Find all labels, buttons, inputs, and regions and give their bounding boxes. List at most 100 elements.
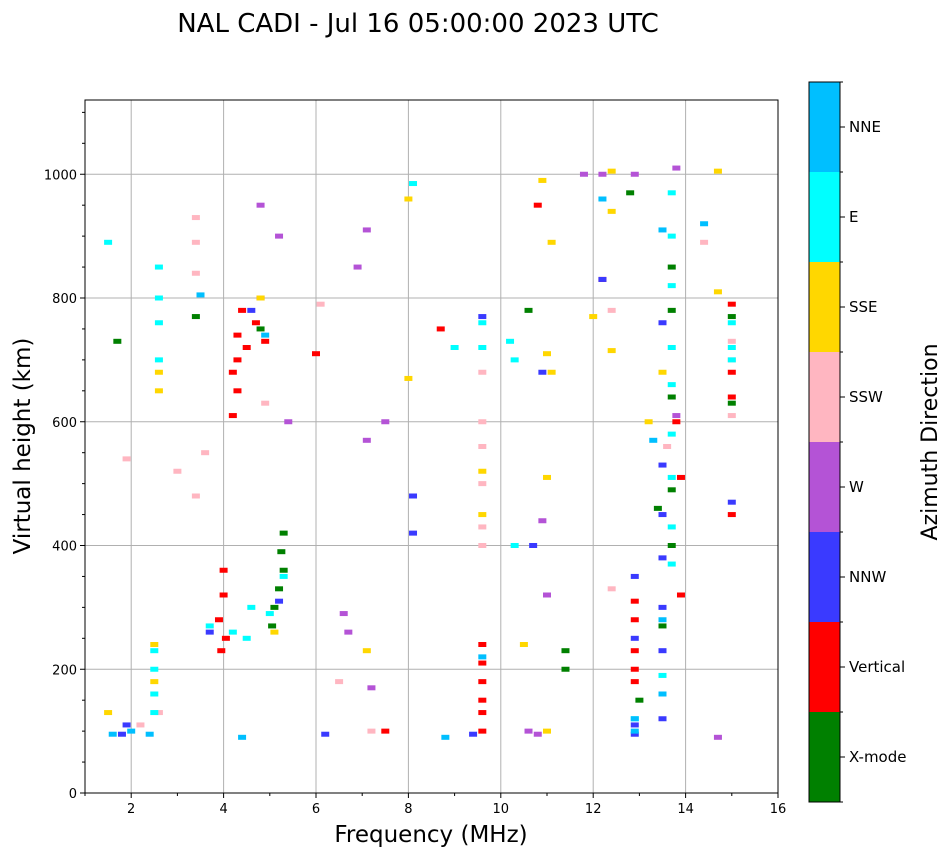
y-tick-label: 400 — [52, 540, 77, 555]
data-point — [321, 731, 330, 737]
data-point — [658, 512, 667, 518]
data-point — [228, 369, 237, 375]
data-point — [362, 648, 371, 654]
data-point — [663, 444, 672, 449]
data-point — [362, 227, 371, 233]
data-point — [256, 326, 265, 332]
data-point — [667, 431, 676, 437]
data-point — [270, 604, 279, 610]
data-point — [238, 734, 247, 740]
data-point — [727, 413, 736, 419]
data-point — [154, 320, 163, 326]
data-point — [538, 369, 547, 375]
data-point — [658, 555, 667, 561]
data-point — [247, 307, 256, 313]
series-sse — [104, 168, 722, 734]
data-point — [598, 276, 607, 282]
data-point — [667, 474, 676, 480]
data-point — [658, 369, 667, 375]
data-point — [478, 728, 487, 734]
data-point — [251, 320, 260, 326]
data-point — [658, 672, 667, 678]
data-point — [353, 264, 362, 270]
data-point — [247, 604, 256, 610]
plot-area: 2 4 6 8 10 12 14 16 0 200 400 600 800 1000 — [44, 99, 786, 817]
data-point — [653, 505, 662, 511]
data-point — [404, 375, 413, 381]
data-point — [191, 493, 200, 499]
data-point — [150, 642, 159, 647]
colorbar-tick-label: E — [849, 208, 858, 226]
colorbar-tick-label: SSE — [849, 298, 878, 316]
data-point — [117, 731, 126, 737]
data-point — [658, 716, 667, 722]
data-point — [196, 292, 205, 298]
colorbar-tick-label: SSW — [849, 388, 883, 406]
series-nne — [108, 196, 709, 740]
data-point — [543, 351, 551, 357]
data-point — [173, 468, 182, 474]
data-point — [478, 543, 487, 548]
data-point — [150, 710, 159, 716]
data-point — [122, 722, 131, 728]
y-axis-ticks: 0 200 400 600 800 1000 — [44, 111, 85, 802]
data-point — [676, 592, 685, 598]
data-point — [506, 338, 515, 344]
colorbar-segment — [809, 82, 840, 172]
data-point — [228, 413, 237, 419]
data-point — [261, 332, 270, 338]
data-point — [191, 270, 200, 276]
data-point — [436, 326, 445, 332]
x-tick-label: 6 — [312, 802, 320, 817]
data-point — [607, 348, 616, 354]
data-point — [409, 181, 418, 187]
data-point — [630, 722, 639, 728]
data-point — [478, 654, 487, 660]
data-point — [154, 357, 163, 363]
data-point — [312, 351, 320, 357]
data-point — [104, 239, 113, 245]
data-point — [667, 190, 676, 196]
data-point — [533, 202, 542, 208]
data-point — [630, 731, 639, 737]
x-axis-ticks: 2 4 6 8 10 12 14 16 — [84, 793, 786, 817]
data-point — [221, 635, 230, 641]
data-point — [335, 679, 344, 685]
data-point — [658, 462, 667, 468]
data-point — [441, 734, 450, 740]
data-point — [478, 314, 487, 320]
data-point — [727, 320, 736, 326]
data-point — [219, 567, 228, 573]
data-point — [469, 731, 478, 737]
data-point — [524, 728, 533, 734]
data-point — [547, 239, 556, 245]
data-point — [367, 728, 376, 734]
x-tick-label: 4 — [219, 802, 227, 817]
data-point — [658, 227, 667, 233]
data-point — [529, 543, 538, 548]
data-point — [275, 598, 284, 604]
data-point — [201, 450, 210, 456]
data-point — [727, 369, 736, 375]
colorbar-segment — [809, 352, 840, 442]
colorbar-segment — [809, 622, 840, 712]
series-x-mode — [113, 190, 736, 703]
data-point — [607, 586, 616, 592]
data-point — [154, 388, 163, 394]
data-point — [279, 567, 288, 573]
data-point — [700, 221, 709, 227]
data-point — [630, 573, 639, 579]
data-point — [316, 301, 325, 307]
data-point — [658, 320, 667, 326]
data-point — [270, 629, 279, 635]
data-point — [104, 710, 113, 716]
data-point — [150, 679, 159, 685]
plot-frame — [84, 99, 779, 794]
data-point — [205, 629, 214, 635]
data-point — [533, 731, 542, 737]
data-point — [727, 400, 736, 406]
data-point — [667, 382, 676, 388]
data-point — [713, 289, 722, 295]
data-point — [658, 617, 667, 623]
colorbar-frame — [808, 81, 841, 803]
